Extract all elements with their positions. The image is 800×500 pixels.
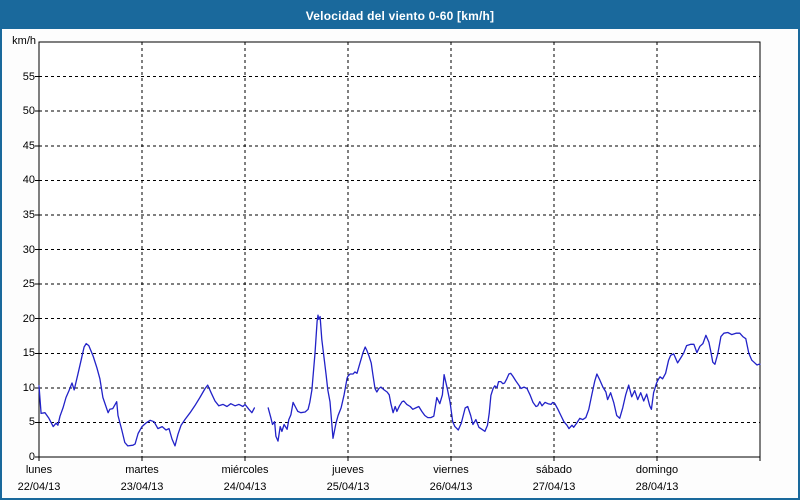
title-bar: Velocidad del viento 0-60 [km/h] bbox=[2, 2, 798, 29]
wind-speed-line bbox=[38, 342, 256, 447]
y-tick-label: 35 bbox=[22, 208, 35, 221]
y-tick-label: 5 bbox=[28, 416, 35, 429]
x-date-label: 27/04/13 bbox=[532, 481, 576, 493]
x-date-label: 23/04/13 bbox=[120, 481, 164, 493]
x-date-label: 28/04/13 bbox=[635, 481, 679, 493]
chart-area: km/h 0 5 10 15 20 25 30 35 40 45 50 55 lunes 22/04/1… bbox=[2, 29, 798, 498]
x-day-label: martes bbox=[125, 464, 159, 476]
x-day-label: miércoles bbox=[221, 464, 269, 476]
x-date-label: 25/04/13 bbox=[326, 481, 370, 493]
chart-title: Velocidad del viento 0-60 [km/h] bbox=[305, 8, 495, 23]
x-day-label: jueves bbox=[332, 464, 364, 476]
x-date-label: 24/04/13 bbox=[223, 481, 267, 493]
y-axis-unit-label: km/h bbox=[12, 35, 36, 47]
y-tick-label: 30 bbox=[22, 243, 35, 256]
x-day-label: lunes bbox=[25, 464, 53, 476]
y-tick-label: 40 bbox=[22, 174, 35, 187]
y-tick-label: 10 bbox=[22, 381, 35, 394]
x-date-label: 22/04/13 bbox=[17, 481, 61, 493]
y-tick-label: 45 bbox=[22, 139, 35, 152]
x-day-label: sábado bbox=[535, 464, 573, 476]
y-tick-label: 20 bbox=[22, 312, 35, 325]
y-tick-label: 0 bbox=[28, 451, 35, 463]
y-tick-label: 50 bbox=[22, 105, 35, 118]
plot-border bbox=[38, 41, 761, 458]
y-tick-label: 55 bbox=[22, 70, 35, 83]
y-tick-label: 25 bbox=[22, 278, 35, 291]
x-date-label: 26/04/13 bbox=[429, 481, 473, 493]
x-day-label: viernes bbox=[433, 464, 469, 476]
wind-speed-line bbox=[267, 314, 761, 442]
plot-svg bbox=[35, 41, 761, 461]
x-day-label: domingo bbox=[635, 464, 679, 476]
y-tick-label: 15 bbox=[22, 347, 35, 360]
